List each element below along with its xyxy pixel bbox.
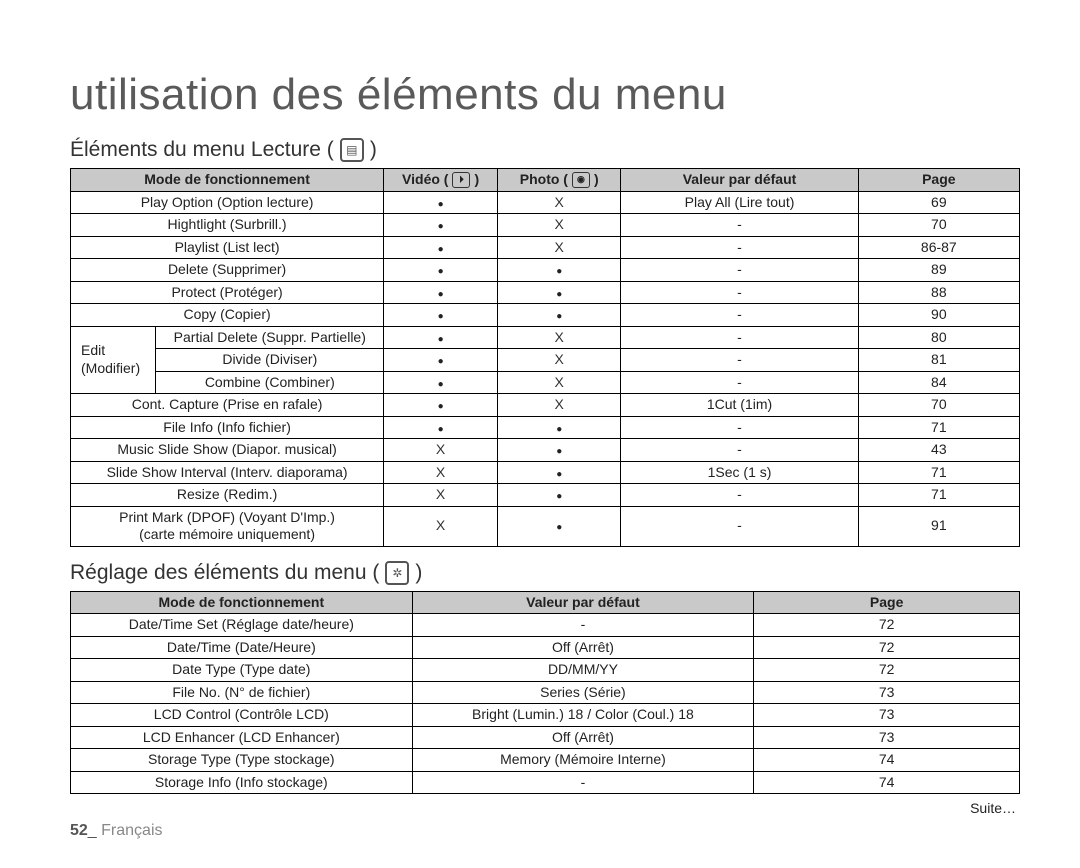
page-number: 52 (70, 822, 88, 839)
table-row: Play Option (Option lecture)Play All (Li… (71, 191, 1020, 214)
manual-page: utilisation des éléments du menu Élément… (0, 0, 1080, 868)
photo-icon: ◉ (572, 172, 590, 188)
page-title: utilisation des éléments du menu (70, 70, 1020, 120)
table-row: LCD Enhancer (LCD Enhancer)Off (Arrêt)73 (71, 726, 1020, 749)
table-row: Date/Time Set (Réglage date/heure)-72 (71, 614, 1020, 637)
table-row: Storage Info (Info stockage)-74 (71, 771, 1020, 794)
table-row: Divide (Diviser)-81 (71, 349, 1020, 372)
edit-group-label: Edit (Modifier) (71, 326, 156, 394)
video-icon: ⏵ (452, 172, 470, 188)
col-default: Valeur par défaut (621, 169, 858, 192)
col2-page: Page (754, 591, 1020, 614)
settings-icon: ✲ (385, 561, 409, 585)
page-footer: 52_ Français (70, 822, 163, 840)
table-row: Slide Show Interval (Interv. diaporama)1… (71, 461, 1020, 484)
table-row: Music Slide Show (Diapor. musical)-43 (71, 439, 1020, 462)
table-row: Delete (Supprimer)-89 (71, 259, 1020, 282)
section2-heading: Réglage des éléments du menu ( ✲ ) (70, 561, 1020, 585)
playback-icon: ▤ (340, 138, 364, 162)
section1-heading: Éléments du menu Lecture ( ▤ ) (70, 138, 1020, 162)
col-video: Vidéo (⏵) (384, 169, 498, 192)
table-row: Edit (Modifier)Partial Delete (Suppr. Pa… (71, 326, 1020, 349)
table-row: Cont. Capture (Prise en rafale)1Cut (1im… (71, 394, 1020, 417)
table-row: Date/Time (Date/Heure)Off (Arrêt)72 (71, 636, 1020, 659)
section2-heading-text: Réglage des éléments du menu ( (70, 561, 379, 585)
table-row: File No. (N° de fichier)Series (Série)73 (71, 681, 1020, 704)
settings-menu-table: Mode de fonctionnement Valeur par défaut… (70, 591, 1020, 795)
col-page: Page (858, 169, 1019, 192)
col2-default: Valeur par défaut (412, 591, 754, 614)
table-row: Date Type (Type date)DD/MM/YY72 (71, 659, 1020, 682)
table-row: Resize (Redim.)-71 (71, 484, 1020, 507)
col2-mode: Mode de fonctionnement (71, 591, 413, 614)
table-row: Print Mark (DPOF) (Voyant D'Imp.)(carte … (71, 506, 1020, 546)
table-row: Storage Type (Type stockage)Memory (Mémo… (71, 749, 1020, 772)
table-row: Playlist (List lect)-86-87 (71, 236, 1020, 259)
table-row: LCD Control (Contrôle LCD)Bright (Lumin.… (71, 704, 1020, 727)
table-row: Hightlight (Surbrill.)-70 (71, 214, 1020, 237)
table-row: Protect (Protéger)-88 (71, 281, 1020, 304)
table-row: Combine (Combiner)-84 (71, 371, 1020, 394)
table-row: File Info (Info fichier)-71 (71, 416, 1020, 439)
continued-label: Suite… (70, 794, 1020, 816)
table-row: Copy (Copier)-90 (71, 304, 1020, 327)
col-mode: Mode de fonctionnement (71, 169, 384, 192)
col-photo: Photo (◉) (498, 169, 621, 192)
section1-heading-text: Éléments du menu Lecture ( (70, 138, 334, 162)
language-label: Français (101, 822, 162, 839)
playback-menu-table: Mode de fonctionnement Vidéo (⏵) Photo (… (70, 168, 1020, 547)
